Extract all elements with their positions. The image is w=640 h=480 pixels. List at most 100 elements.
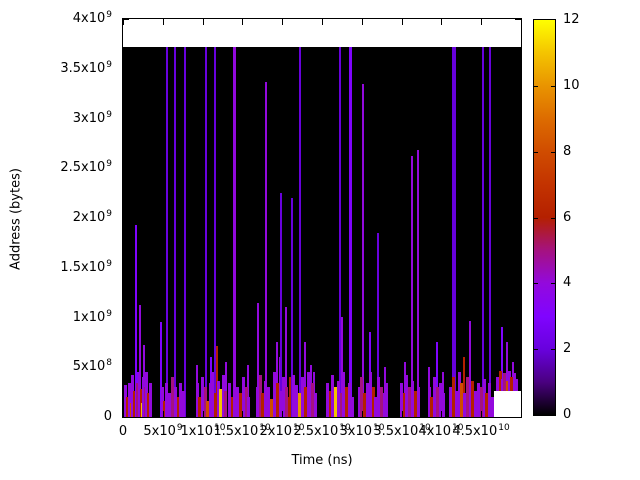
exponent: 9 <box>106 10 112 20</box>
colorbar-tick-mark <box>534 86 538 87</box>
heatmap-bar <box>126 397 129 417</box>
heatmap-bar <box>211 372 214 417</box>
heatmap-bar <box>455 391 458 417</box>
heatmap-bar <box>136 383 139 417</box>
heatmap-bar <box>177 397 180 417</box>
heatmap-bar <box>160 322 162 417</box>
heatmap-bar <box>228 383 231 417</box>
heatmap-bar <box>337 381 340 417</box>
heatmap-bar <box>163 401 166 417</box>
x-tick-mark <box>163 411 164 417</box>
colorbar-tick-label: 12 <box>563 12 580 27</box>
heatmap-bar <box>342 372 345 417</box>
heatmap-bar <box>339 47 341 417</box>
heatmap-bar <box>276 383 279 417</box>
heatmap-bar <box>405 375 408 417</box>
y-tick-mark <box>123 168 129 169</box>
heatmap-bar <box>326 383 329 417</box>
heatmap-bar <box>488 383 491 417</box>
exponent: 10 <box>293 423 305 433</box>
heatmap-bar <box>291 198 293 417</box>
heatmap-bar <box>408 387 411 417</box>
x-axis-title: Time (ns) <box>291 453 353 468</box>
heatmap-bar <box>369 372 372 417</box>
heatmap-bar <box>174 47 176 417</box>
heatmap-bar <box>224 391 227 417</box>
exponent: 8 <box>106 358 112 368</box>
heatmap-bar <box>182 391 185 417</box>
x-tick-label: 1.5x1010 <box>213 423 271 439</box>
heatmap-bar <box>270 399 273 417</box>
heatmap-bar <box>280 193 282 417</box>
heatmap-bar <box>411 381 414 417</box>
x-tick-mark <box>402 19 403 25</box>
y-tick-mark <box>515 417 521 418</box>
exponent: 10 <box>339 423 351 433</box>
heatmap-bar <box>219 389 222 417</box>
heatmap-bar <box>166 47 168 417</box>
exponent: 10 <box>214 423 226 433</box>
heatmap-bar <box>139 305 141 417</box>
heatmap-bar <box>285 387 288 417</box>
y-tick-label: 1.5x109 <box>60 259 112 275</box>
colorbar <box>533 19 556 416</box>
heatmap-bar <box>205 47 207 417</box>
x-tick-label: 4x1010 <box>418 423 464 439</box>
colorbar-tick-mark <box>551 283 555 284</box>
x-tick-mark <box>203 411 204 417</box>
heatmap-bar <box>214 393 217 417</box>
heatmap-bar <box>469 387 472 417</box>
heatmap-bar <box>414 391 417 417</box>
y-tick-label: 0 <box>103 409 112 424</box>
heatmap-bar <box>474 391 477 417</box>
exponent: 10 <box>373 423 385 433</box>
heatmap-bar <box>242 377 245 417</box>
y-tick-label: 1x109 <box>72 309 112 325</box>
heatmap-bar <box>341 317 343 417</box>
exponent: 9 <box>106 309 112 319</box>
y-tick-label: 5x108 <box>72 358 112 374</box>
heatmap-bar <box>430 397 433 417</box>
heatmap-bar <box>374 397 377 417</box>
heatmap-bar <box>377 233 379 417</box>
heatmap-bar <box>259 375 262 417</box>
heatmap-bar <box>222 375 225 417</box>
heatmap-bar <box>449 387 452 417</box>
exponent: 9 <box>106 259 112 269</box>
heatmap-bar <box>372 387 375 417</box>
heatmap-bar <box>501 379 504 391</box>
colorbar-tick-mark <box>534 152 538 153</box>
x-tick-label: 3x1010 <box>339 423 385 439</box>
heatmap-bar <box>463 393 466 417</box>
heatmap-bar <box>513 373 516 391</box>
heatmap-bar <box>204 387 207 417</box>
y-tick-mark <box>515 367 521 368</box>
x-tick-mark <box>322 19 323 25</box>
heatmap-bar <box>314 393 317 417</box>
y-tick-mark <box>123 19 129 20</box>
heatmap-bar <box>411 156 413 417</box>
heatmap-bar <box>358 387 361 417</box>
x-tick-mark <box>123 411 124 417</box>
colorbar-tick-mark <box>551 152 555 153</box>
heatmap-bar <box>417 150 419 417</box>
heatmap-bar <box>257 303 259 417</box>
x-tick-mark <box>282 19 283 25</box>
heatmap-bar <box>329 391 332 417</box>
heatmap-bar <box>233 375 236 417</box>
heatmap-bar <box>256 387 259 417</box>
heatmap-bar <box>469 321 471 417</box>
heatmap-bar <box>385 383 388 417</box>
heatmap-bar <box>460 383 463 417</box>
heatmap-bar <box>458 372 461 417</box>
x-tick-mark <box>362 19 363 25</box>
exponent: 9 <box>106 159 112 169</box>
plot-area <box>122 18 522 418</box>
heatmap-bar <box>174 387 177 417</box>
heatmap-bar <box>515 379 518 391</box>
heatmap-bar <box>233 47 236 417</box>
heatmap-bar <box>128 383 131 417</box>
heatmap-bar <box>292 375 295 417</box>
heatmap-bar <box>311 383 314 417</box>
